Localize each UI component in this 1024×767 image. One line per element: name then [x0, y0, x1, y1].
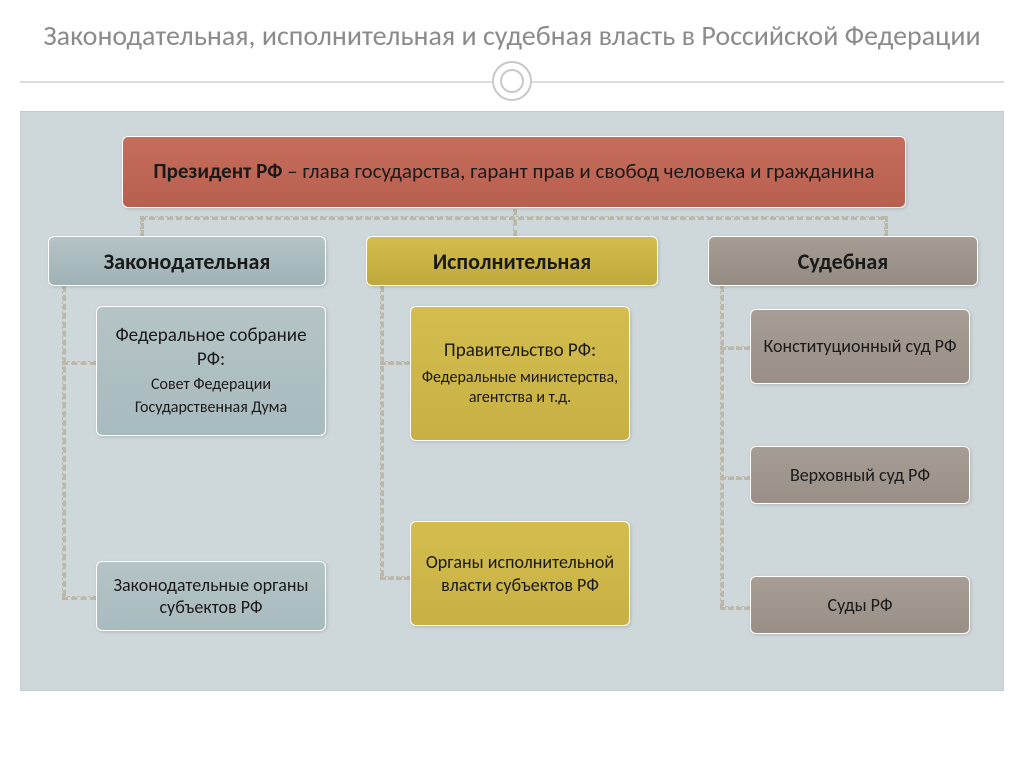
connector — [513, 209, 517, 236]
executive-subjects: Органы исполнительной власти субъектов Р… — [421, 551, 619, 596]
judicial-header: Судебная — [708, 236, 978, 286]
connector — [140, 216, 884, 220]
president-rest: – глава государства, гарант прав и свобо… — [282, 158, 874, 184]
connector — [140, 216, 144, 236]
connector — [380, 286, 384, 576]
state-duma: Государственная Дума — [135, 398, 287, 418]
executive-box-1: Правительство РФ: Федеральные министерст… — [410, 306, 630, 441]
legislative-box-2: Законодательные органы субъектов РФ — [96, 561, 326, 631]
executive-header-text: Исполнительная — [433, 248, 591, 275]
connector — [62, 361, 96, 365]
president-box: Президент РФ – глава государства, гарант… — [122, 136, 906, 208]
diagram-canvas: Президент РФ – глава государства, гарант… — [20, 111, 1004, 691]
president-text: Президент РФ – глава государства, гарант… — [153, 158, 874, 185]
connector — [720, 346, 750, 350]
page-title: Законодательная, исполнительная и судебн… — [40, 18, 984, 53]
connector — [62, 596, 96, 600]
connector — [380, 361, 410, 365]
connector — [720, 476, 750, 480]
executive-box-2: Органы исполнительной власти субъектов Р… — [410, 521, 630, 626]
legislative-box-1: Федеральное собрание РФ: Совет Федерации… — [96, 306, 326, 436]
executive-header: Исполнительная — [366, 236, 658, 286]
president-bold: Президент РФ — [153, 158, 282, 184]
fed-assembly-title: Федеральное собрание РФ: — [107, 324, 315, 372]
legislative-header-text: Законодательная — [104, 248, 271, 275]
judicial-box-1: Конституционный суд РФ — [750, 309, 970, 384]
divider — [0, 61, 1024, 101]
legislative-subjects: Законодательные органы субъектов РФ — [107, 574, 315, 619]
connector — [380, 576, 410, 580]
circle-inner — [500, 69, 524, 93]
judicial-box-2: Верховный суд РФ — [750, 446, 970, 504]
judicial-box-3: Суды РФ — [750, 576, 970, 634]
fed-council: Совет Федерации — [151, 375, 271, 395]
connector — [884, 216, 888, 236]
supreme-court: Верховный суд РФ — [790, 464, 930, 487]
connector — [62, 286, 66, 596]
title-area: Законодательная, исполнительная и судебн… — [0, 0, 1024, 61]
government-title: Правительство РФ: — [444, 339, 596, 363]
legislative-header: Законодательная — [48, 236, 326, 286]
constitutional-court: Конституционный суд РФ — [763, 335, 956, 358]
connector — [720, 286, 724, 606]
judicial-header-text: Судебная — [798, 248, 888, 275]
courts-rf: Суды РФ — [827, 594, 892, 617]
connector — [720, 606, 750, 610]
ministries: Федеральные министерства, агентства и т.… — [421, 368, 619, 408]
circle-decoration — [492, 61, 532, 101]
